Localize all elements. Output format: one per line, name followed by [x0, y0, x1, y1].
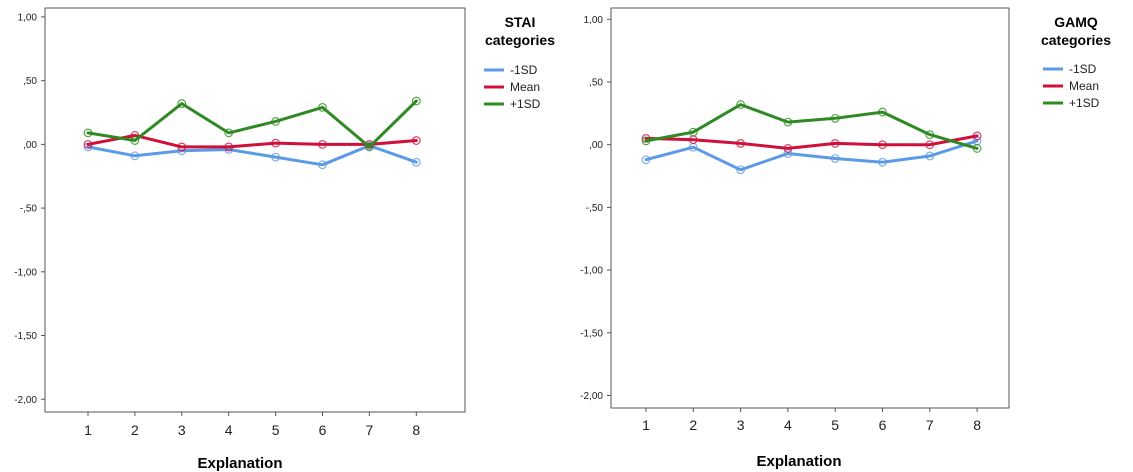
data-point-mean: [736, 139, 746, 148]
x-axis-title: Explanation: [197, 455, 282, 472]
data-point-1sd: [411, 157, 421, 167]
data-point-1sd: [830, 154, 840, 163]
y-tick-label: -1,00: [14, 267, 37, 278]
data-point-1sd: [925, 130, 935, 140]
legend-title: GAMQ: [1054, 14, 1098, 30]
data-point-1sd: [783, 117, 793, 127]
data-point-mean: [972, 131, 982, 141]
x-tick-label: 4: [784, 417, 792, 433]
series-line-1sd: [644, 139, 979, 172]
legend-title: categories: [485, 32, 555, 48]
x-tick-label: 1: [84, 422, 92, 438]
data-point-1sd: [224, 128, 234, 138]
data-point-mean: [830, 139, 840, 148]
data-point-mean: [177, 142, 187, 152]
data-point-mean: [224, 142, 234, 152]
plot-area: [44, 7, 466, 413]
y-tick-label: ,50: [23, 76, 37, 87]
y-tick-label: -2,00: [580, 391, 603, 402]
x-tick-label: 2: [131, 422, 139, 438]
data-point-1sd: [271, 152, 281, 162]
x-tick-label: 4: [225, 422, 233, 438]
data-point-1sd: [736, 165, 746, 175]
y-tick-label: 1,00: [584, 15, 604, 26]
data-point-mean: [925, 140, 935, 150]
legend-title: categories: [1041, 32, 1111, 48]
data-point-mean: [271, 138, 281, 148]
data-point-1sd: [688, 127, 698, 137]
y-tick-label: -,50: [586, 203, 604, 214]
x-tick-label: 8: [412, 422, 420, 438]
series-line-mean: [86, 133, 418, 149]
x-tick-label: 5: [831, 417, 839, 433]
legend-label: Mean: [1069, 79, 1099, 93]
legend-label: -1SD: [510, 63, 538, 77]
data-point-1sd: [411, 96, 421, 106]
y-tick-label: ,00: [23, 140, 37, 151]
data-point-1sd: [271, 117, 281, 126]
legend-label: +1SD: [1069, 96, 1100, 110]
y-tick-label: -1,00: [580, 266, 603, 277]
data-point-1sd: [830, 113, 840, 123]
data-point-1sd: [365, 142, 374, 152]
data-point-1sd: [641, 155, 651, 165]
data-point-1sd: [130, 136, 140, 145]
data-point-mean: [83, 139, 93, 149]
y-tick-label: ,00: [589, 140, 603, 151]
data-point-1sd: [83, 128, 93, 138]
data-point-1sd: [130, 151, 140, 161]
gamq-line-chart: 1,00 ,50 ,00 -,50 -1,00 -1,50 -2,00 1 2 3 4 5 6 7 8 Exp…: [580, 7, 1111, 470]
y-tick-label: -1,50: [14, 331, 37, 342]
x-tick-label: 7: [366, 422, 374, 438]
data-point-mean: [878, 140, 887, 150]
data-point-mean: [783, 144, 793, 153]
data-point-1sd: [641, 136, 651, 146]
plot-area: [610, 7, 1010, 409]
x-axis-title: Explanation: [756, 453, 841, 470]
x-tick-label: 1: [642, 417, 650, 433]
legend-label: +1SD: [510, 97, 541, 111]
data-point-1sd: [878, 107, 887, 117]
y-tick-label: -,50: [20, 204, 38, 215]
gamq-chart-panel: 1,00 ,50 ,00 -,50 -1,00 -1,50 -2,00 1 2 3 4 5 6 7 8 Exp…: [566, 0, 1133, 472]
data-point-1sd: [318, 160, 327, 170]
legend-title: STAI: [505, 14, 536, 30]
x-tick-label: 3: [737, 417, 745, 433]
x-tick-label: 2: [689, 417, 697, 433]
x-tick-label: 5: [272, 422, 280, 438]
x-tick-label: 6: [879, 417, 887, 433]
y-tick-label: ,50: [589, 77, 603, 88]
series-line-1sd: [86, 144, 418, 167]
stai-chart-panel: 1,00 ,50 ,00 -,50 -1,00 -1,50 -2,00 1 2 3 4 5 6 7 8 Exp…: [0, 0, 566, 472]
series-line-1sd: [86, 99, 418, 149]
data-point-1sd: [177, 99, 187, 108]
series-line-1sd: [644, 103, 979, 150]
y-tick-label: -2,00: [14, 395, 37, 406]
data-point-mean: [318, 139, 327, 149]
data-point-mean: [411, 136, 421, 145]
y-tick-label: -1,50: [580, 328, 603, 339]
stai-line-chart: 1,00 ,50 ,00 -,50 -1,00 -1,50 -2,00 1 2 3 4 5 6 7 8 Exp…: [14, 7, 555, 472]
data-point-1sd: [878, 157, 887, 167]
data-point-1sd: [736, 100, 746, 109]
data-point-1sd: [925, 151, 935, 161]
legend-label: -1SD: [1069, 62, 1097, 76]
data-point-1sd: [318, 103, 327, 112]
x-tick-label: 8: [973, 417, 981, 433]
x-tick-label: 6: [319, 422, 327, 438]
legend-label: Mean: [510, 80, 540, 94]
x-tick-label: 7: [926, 417, 934, 433]
data-point-1sd: [972, 144, 982, 153]
x-tick-label: 3: [178, 422, 186, 438]
y-tick-label: 1,00: [18, 12, 38, 23]
series-line-mean: [644, 134, 979, 150]
